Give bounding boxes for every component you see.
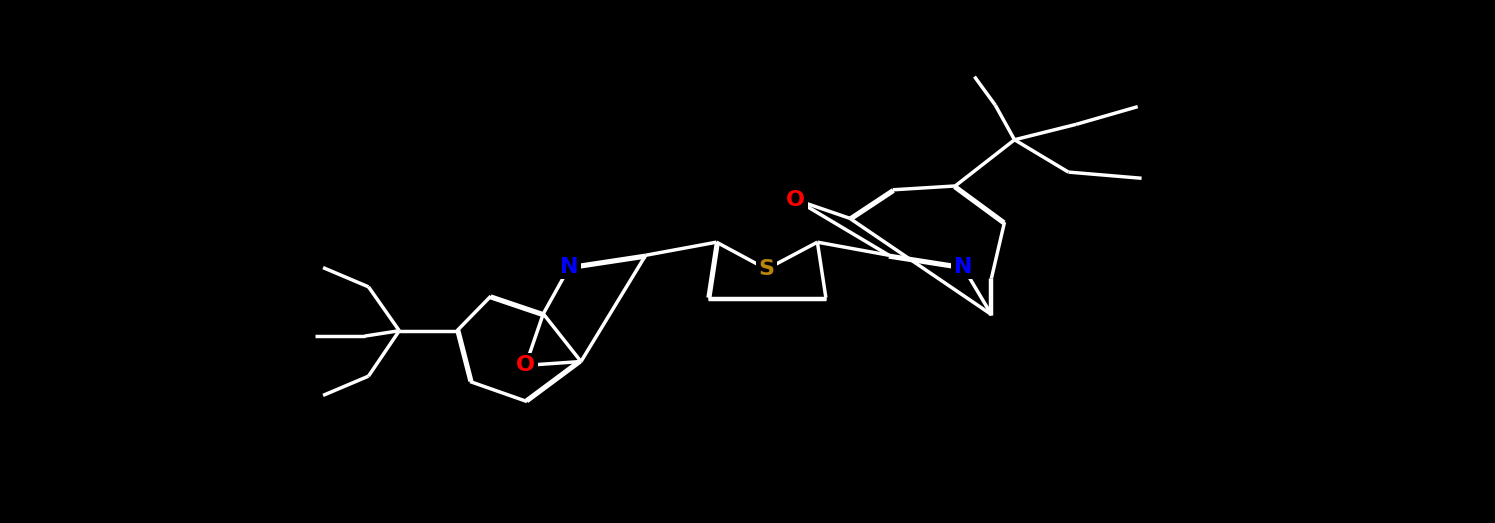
Text: O: O — [786, 190, 806, 210]
Text: S: S — [758, 259, 774, 279]
Text: O: O — [516, 355, 535, 376]
Text: N: N — [561, 257, 579, 277]
Text: N: N — [954, 257, 972, 277]
